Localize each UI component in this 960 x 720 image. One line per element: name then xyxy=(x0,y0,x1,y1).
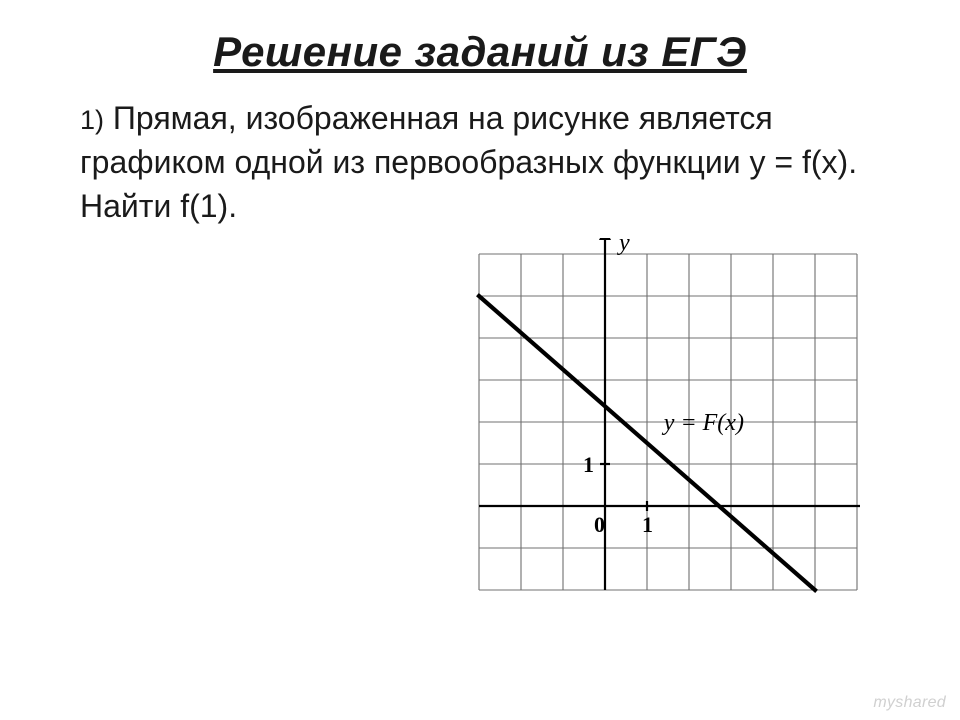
svg-text:y: y xyxy=(617,238,630,256)
svg-text:0: 0 xyxy=(594,512,605,537)
watermark: myshared xyxy=(873,694,946,712)
svg-text:1: 1 xyxy=(642,512,653,537)
body: 1) Прямая, изображенная на рисунке являе… xyxy=(40,96,920,628)
slide: Решение заданий из ЕГЭ 1) Прямая, изобра… xyxy=(0,0,960,720)
problem-body: Прямая, изображенная на рисунке является… xyxy=(80,100,857,224)
slide-title: Решение заданий из ЕГЭ xyxy=(40,28,920,76)
problem-text: 1) Прямая, изображенная на рисунке являе… xyxy=(80,96,900,228)
chart-area: yx101y = F(x) xyxy=(80,238,900,628)
svg-text:y = F(x): y = F(x) xyxy=(662,410,744,436)
svg-text:1: 1 xyxy=(583,452,594,477)
problem-number: 1) xyxy=(80,105,104,135)
antiderivative-chart: yx101y = F(x) xyxy=(430,238,860,628)
